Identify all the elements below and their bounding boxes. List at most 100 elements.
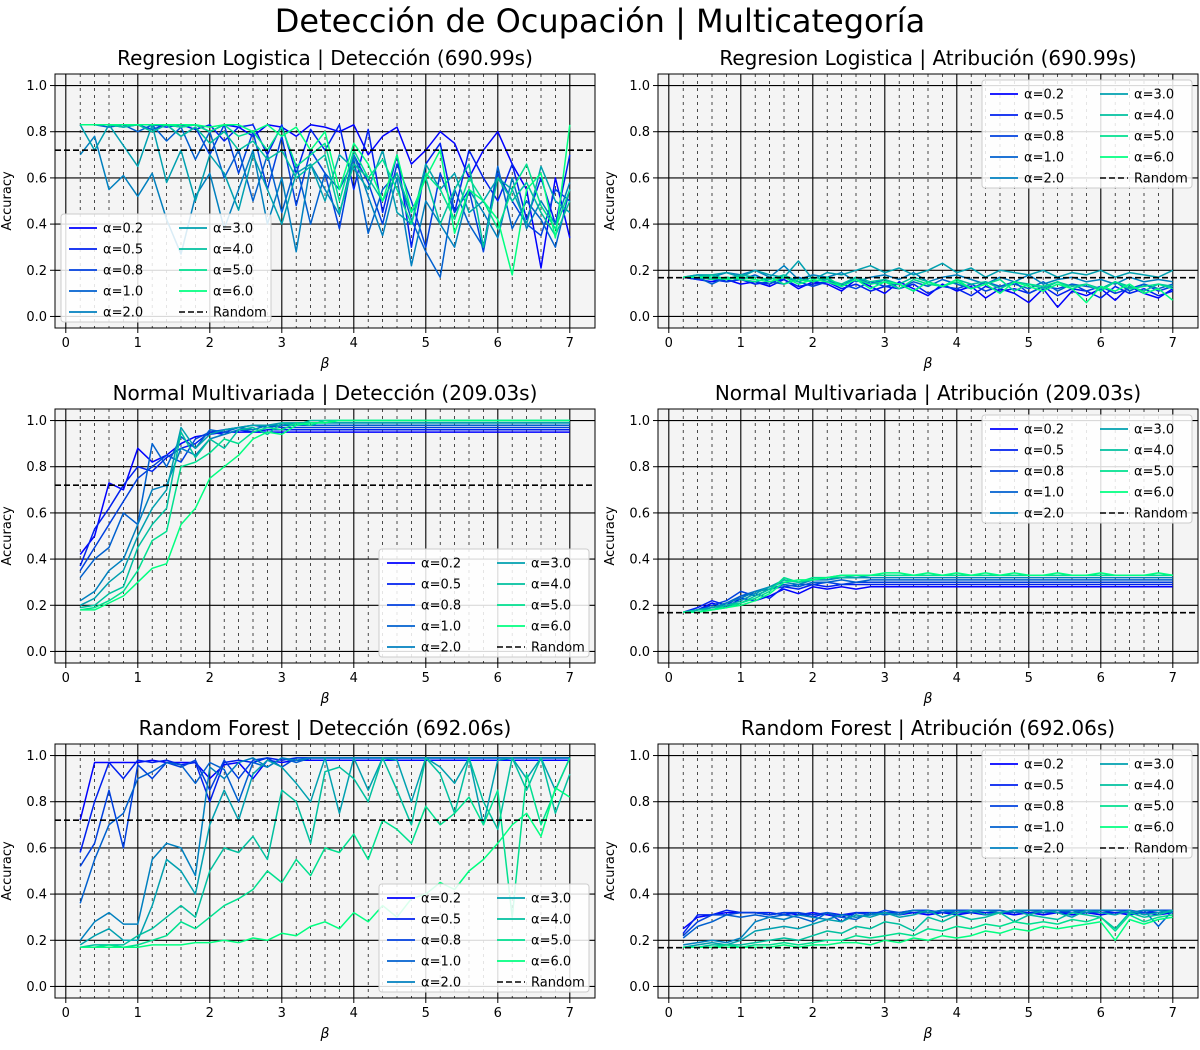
legend-label: Random [1134,172,1188,187]
y-tick-label: 0.8 [26,795,47,810]
x-tick-label: 3 [278,1006,286,1021]
y-tick-label: 0.6 [629,506,650,521]
series-line-6 [683,909,1173,948]
legend-item: α=6.0 [1100,151,1174,166]
legend-label: α=6.0 [531,955,571,970]
chart-title: Regresion Logistica | Atribución (690.99… [719,46,1136,70]
legend-label: α=0.2 [1024,423,1064,438]
plot-area: 0 1 2 3 4 5 6 7 0.0 0.2 0.4 0.6 0.8 1.0 Random Forest … [0,716,596,1042]
legend-label: α=2.0 [1024,842,1064,857]
series-line-9 [80,419,570,611]
legend-label: α=4.0 [1134,779,1174,794]
legend-label: α=3.0 [531,557,571,572]
x-tick-label: 2 [206,1006,214,1021]
legend-label: α=4.0 [531,578,571,593]
series-line-2 [683,276,1174,299]
x-tick-label: 7 [566,336,574,351]
x-tick-label: 0 [62,1006,70,1021]
x-tick-label: 6 [1097,671,1105,686]
legend-item: α=0.8 [990,465,1064,480]
x-tick-label: 1 [737,336,745,351]
series-line-8 [683,914,1173,948]
x-tick-label: 2 [809,1006,817,1021]
x-axis-label: β [320,1026,330,1042]
x-tick-label: 4 [953,1006,961,1021]
series-line-7 [683,909,1174,948]
series-line-9 [683,916,1173,948]
plot-area: 0 1 2 3 4 5 6 7 0.0 0.2 0.4 0.6 0.8 1.0 Normal Multiva… [603,381,1199,707]
legend-box [378,883,590,993]
x-tick-label: 5 [422,336,430,351]
axes-frame [54,408,596,664]
y-tick-label: 0.4 [26,218,47,233]
legend: α=0.2 α=0.5 α=0.8 α=1.0 α=2.0 α=3.0 α=4.0 α=5.0… [981,414,1193,524]
legend-item: α=5.0 [1100,800,1174,815]
x-tick-label: 5 [1025,1006,1033,1021]
x-tick-label: 6 [494,1006,502,1021]
y-tick-label: 0.6 [26,171,47,186]
plot-area: 0 1 2 3 4 5 6 7 0.0 0.2 0.4 0.6 0.8 1.0 Normal Multiva… [0,381,596,707]
legend-item: α=1.0 [990,821,1064,836]
x-tick-label: 0 [665,336,673,351]
legend-label: α=0.2 [421,557,461,572]
legend-box [981,79,1193,189]
legend-item: Random [497,641,585,656]
legend-label: α=5.0 [1134,800,1174,815]
axes-frame [54,743,596,999]
x-axis-label: β [320,691,330,707]
legend-label: α=6.0 [1134,151,1174,166]
legend-item: α=0.8 [990,130,1064,145]
x-tick-label: 0 [665,671,673,686]
y-tick-label: 0.8 [26,125,47,140]
x-tick-label: 5 [1025,671,1033,686]
series-line-6 [683,260,1174,281]
legend-item: α=1.0 [69,285,143,300]
legend-label: α=4.0 [1134,444,1174,459]
legend-label: α=0.5 [1024,444,1064,459]
legend-item: α=2.0 [69,306,143,321]
y-tick-label: 0.6 [629,171,650,186]
axes-frame [54,73,596,329]
y-axis-label: Accuracy [603,841,618,901]
y-tick-label: 0.0 [629,310,650,325]
x-tick-label: 3 [881,336,889,351]
legend-label: α=3.0 [1134,423,1174,438]
y-tick-label: 0.4 [26,553,47,568]
y-tick-label: 1.0 [629,749,650,764]
y-tick-label: 0.8 [629,460,650,475]
chart-title: Regresion Logistica | Detección (690.99s… [117,46,533,70]
legend-item: α=0.5 [387,578,461,593]
legend-label: α=0.5 [1024,109,1064,124]
legend-item: α=1.0 [990,486,1064,501]
x-tick-label: 0 [665,1006,673,1021]
legend-item: Random [1100,172,1188,187]
x-tick-label: 2 [206,671,214,686]
y-tick-label: 0.6 [26,841,47,856]
legend-item: α=2.0 [990,172,1064,187]
x-tick-label: 2 [206,336,214,351]
legend-item: α=6.0 [179,285,253,300]
legend-item: α=6.0 [497,620,571,635]
legend-item: α=3.0 [1100,88,1174,103]
legend-label: α=5.0 [1134,130,1174,145]
legend-item: α=6.0 [1100,821,1174,836]
legend-label: α=0.2 [1024,88,1064,103]
x-axis-label: β [320,356,330,372]
legend-label: α=0.2 [103,222,143,237]
legend-item: α=0.8 [990,800,1064,815]
legend-item: α=1.0 [990,151,1064,166]
y-tick-label: 1.0 [26,749,47,764]
legend-item: α=0.2 [387,892,461,907]
plot-area: 0 1 2 3 4 5 6 7 0.0 0.2 0.4 0.6 0.8 1.0 Random Forest … [603,716,1199,1042]
y-axis-label: Accuracy [0,841,15,901]
legend-label: α=1.0 [421,955,461,970]
y-tick-label: 1.0 [629,414,650,429]
legend-box [981,749,1193,859]
series-line-7 [80,757,571,948]
legend-item: α=0.5 [990,779,1064,794]
legend-label: α=0.8 [103,264,143,279]
y-tick-label: 0.4 [629,888,650,903]
legend-label: α=0.8 [1024,130,1064,145]
x-tick-label: 5 [1025,336,1033,351]
y-tick-label: 0.0 [26,645,47,660]
